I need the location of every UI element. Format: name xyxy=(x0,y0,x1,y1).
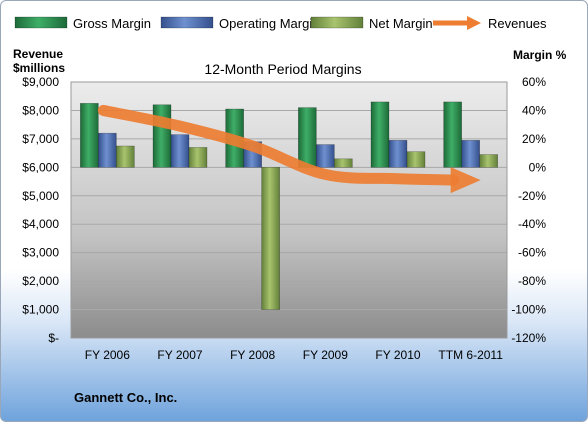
company-name: Gannett Co., Inc. xyxy=(74,390,177,405)
chart-title: 12-Month Period Margins xyxy=(204,61,361,77)
legend-swatch xyxy=(14,16,68,29)
left-tick-label: $3,000 xyxy=(22,246,59,260)
right-tick-label: -100% xyxy=(511,303,546,317)
gridlines xyxy=(71,109,507,311)
bar xyxy=(479,154,498,168)
bar xyxy=(261,167,280,310)
left-axis-label-line2: $millions xyxy=(13,61,65,75)
left-tick-label: $7,000 xyxy=(22,132,59,146)
plot-area xyxy=(70,81,508,339)
right-tick-label: -80% xyxy=(518,274,546,288)
category-label: FY 2008 xyxy=(230,348,275,362)
bar xyxy=(316,144,335,168)
revenue-line-path xyxy=(97,104,459,186)
bar xyxy=(188,147,208,168)
axis-labels: $- $1,000 $2,000 $3,000 $4,000 $5,000 $6,000 $7… xyxy=(22,75,546,362)
bar-series xyxy=(80,101,498,310)
left-tick-label: $6,000 xyxy=(22,160,59,174)
left-tick-label: $2,000 xyxy=(22,274,59,288)
legend-label: Operating Margin xyxy=(219,16,319,31)
right-tick-label: 40% xyxy=(522,103,546,117)
revenue-line xyxy=(97,104,481,194)
bar xyxy=(370,101,390,168)
left-tick-label: $1,000 xyxy=(22,303,59,317)
left-tick-label: $- xyxy=(48,331,59,345)
right-tick-label: 20% xyxy=(522,132,546,146)
bar xyxy=(443,101,462,168)
bar xyxy=(152,104,172,168)
bar xyxy=(406,151,426,168)
legend-swatch xyxy=(310,16,364,29)
category-label: FY 2006 xyxy=(85,348,130,362)
bar xyxy=(388,140,408,168)
bar xyxy=(461,140,480,168)
left-tick-label: $8,000 xyxy=(22,103,59,117)
right-tick-label: 0% xyxy=(529,160,547,174)
bar xyxy=(116,145,135,168)
category-label: TTM 6-2011 xyxy=(438,348,503,362)
category-label: FY 2007 xyxy=(157,348,202,362)
legend-label: Gross Margin xyxy=(73,16,151,31)
right-tick-label: -60% xyxy=(518,246,546,260)
legend: Gross Margin Operating Margin Net Margin Re… xyxy=(14,16,547,31)
right-tick-label: -40% xyxy=(518,217,546,231)
left-tick-label: $5,000 xyxy=(22,189,59,203)
right-tick-label: 60% xyxy=(522,75,546,89)
bar xyxy=(170,134,190,168)
bar xyxy=(80,103,99,168)
bar xyxy=(334,158,353,168)
bar xyxy=(298,107,317,168)
revenue-arrow-head xyxy=(450,167,481,194)
legend-label: Revenues xyxy=(488,16,547,31)
right-tick-label: -20% xyxy=(518,189,546,203)
right-tick-label: -120% xyxy=(511,331,546,345)
left-tick-label: $4,000 xyxy=(22,217,59,231)
legend-arrow-head xyxy=(467,16,481,30)
legend-swatch xyxy=(160,16,214,29)
category-label: FY 2009 xyxy=(303,348,348,362)
legend-label: Net Margin xyxy=(369,16,433,31)
left-axis-label-line1: Revenue xyxy=(13,47,63,61)
category-label: FY 2010 xyxy=(375,348,420,362)
left-tick-label: $9,000 xyxy=(22,75,59,89)
bar xyxy=(98,132,117,168)
right-axis-label: Margin % xyxy=(513,48,567,62)
